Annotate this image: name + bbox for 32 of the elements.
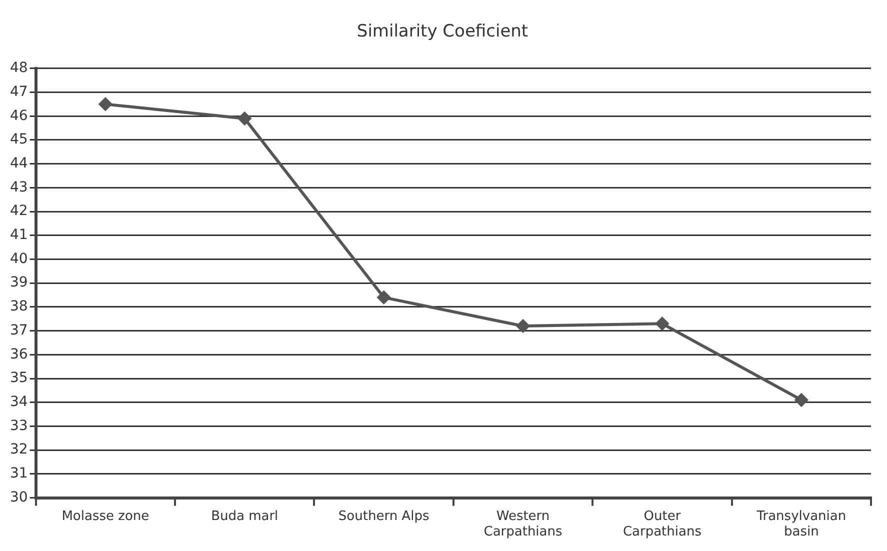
y-tick-label: 48 <box>10 60 28 76</box>
point <box>98 98 112 111</box>
y-tick-label: 32 <box>10 442 28 458</box>
point <box>656 317 669 330</box>
chart-title: Similarity Coeficient <box>356 22 528 42</box>
x-tick-label: Molasse zone <box>62 508 150 524</box>
y-tick-label: 43 <box>10 179 28 196</box>
x-tick-label: Transylvanian basin <box>756 508 846 540</box>
x-tick-label: Western Carpathians <box>484 508 562 540</box>
y-tick-label: 30 <box>10 489 28 506</box>
y-tick-label: 47 <box>10 84 28 100</box>
y-tick-label: 31 <box>10 466 28 482</box>
point <box>238 112 252 125</box>
y-tick-label: 46 <box>10 108 28 124</box>
y-tick-label: 34 <box>10 394 28 410</box>
y-tick-label: 33 <box>10 418 28 434</box>
y-tick-label: 37 <box>10 322 28 338</box>
y-tick-label: 35 <box>10 370 28 386</box>
x-tick-label: Southern Alps <box>338 508 430 524</box>
y-tick-label: 40 <box>10 250 28 267</box>
y-tick-label: 41 <box>10 227 28 244</box>
y-tick-label: 38 <box>10 298 28 315</box>
x-tick-label: Buda marl <box>211 508 278 524</box>
y-tick-label: 36 <box>10 346 28 362</box>
y-tick-label: 39 <box>10 274 28 291</box>
point <box>794 393 808 406</box>
point <box>516 320 530 333</box>
x-tick-label: Outer Carpathians <box>622 508 702 540</box>
y-tick-label: 44 <box>10 155 28 172</box>
y-tick-label: 45 <box>10 132 28 148</box>
point <box>377 290 390 304</box>
y-tick-label: 42 <box>10 203 28 220</box>
